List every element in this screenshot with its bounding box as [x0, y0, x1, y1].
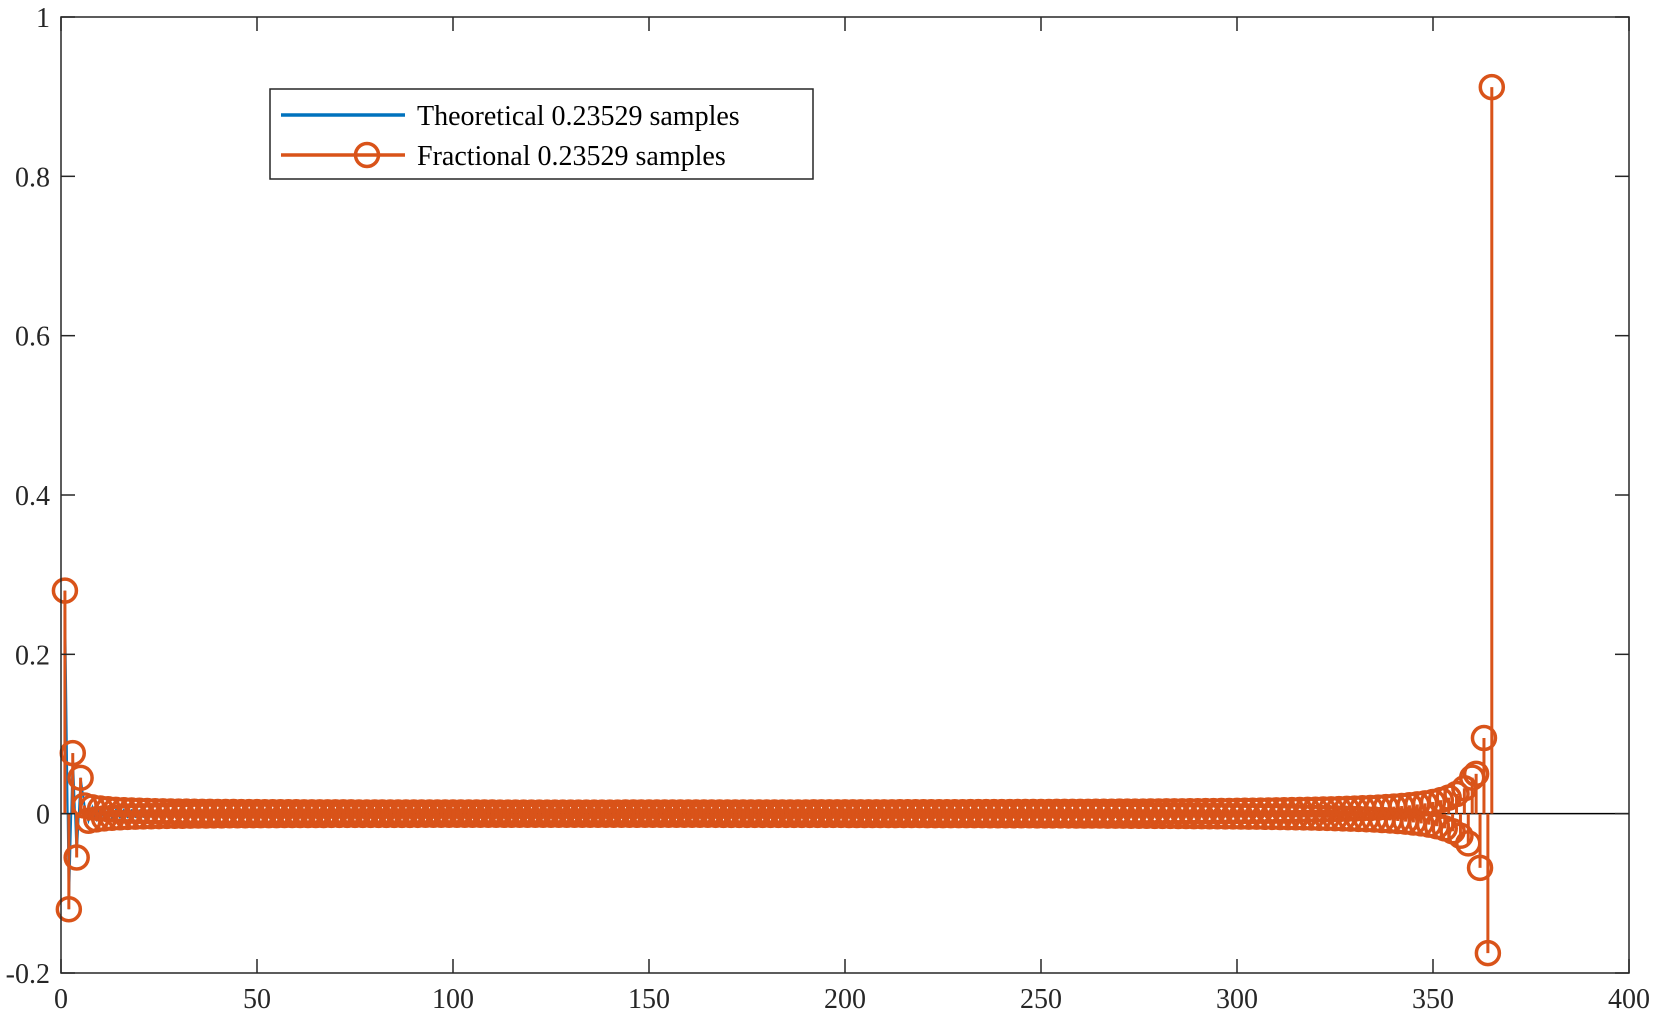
stem-marker: [1462, 760, 1490, 788]
x-tick-label: 150: [628, 984, 670, 1015]
stem-marker: [1466, 854, 1494, 882]
fractional-markers: [51, 73, 1506, 967]
stem-marker: [51, 577, 79, 604]
y-tick-label: 0.6: [15, 322, 50, 353]
x-tick-label: 250: [1020, 984, 1062, 1015]
stem-marker: [1470, 724, 1498, 752]
stem-marker: [1478, 73, 1506, 101]
stem-marker: [1474, 939, 1502, 967]
stem-marker: [1455, 830, 1482, 857]
stem-marker: [1458, 764, 1486, 791]
y-tick-label: 1: [36, 3, 50, 34]
x-tick-label: 300: [1216, 984, 1258, 1015]
x-axis-ticks: 0 50 100 150 200 250 300 350 400: [54, 17, 1650, 1015]
stem-marker: [1447, 822, 1474, 850]
y-tick-label: 0.8: [15, 162, 50, 193]
plot-area: [51, 73, 1629, 967]
stem-marker: [63, 844, 90, 871]
y-tick-label: -0.2: [6, 959, 50, 990]
legend-fractional-label: Fractional 0.23529 samples: [417, 141, 726, 172]
x-tick-label: 0: [54, 984, 68, 1015]
y-axis-ticks: -0.2 0 0.2 0.4 0.6 0.8 1: [6, 3, 1629, 990]
x-tick-label: 350: [1412, 984, 1454, 1015]
x-tick-label: 400: [1608, 984, 1650, 1015]
x-tick-label: 50: [243, 984, 271, 1015]
legend-theoretical-label: Theoretical 0.23529 samples: [417, 101, 740, 132]
stem-marker: [67, 764, 94, 792]
y-tick-label: 0: [36, 800, 50, 831]
x-tick-label: 100: [432, 984, 474, 1015]
y-tick-label: 0.2: [15, 640, 50, 671]
stem-marker: [55, 896, 83, 923]
x-tick-label: 200: [824, 984, 866, 1015]
y-tick-label: 0.4: [15, 481, 50, 512]
stem-marker: [1443, 780, 1470, 808]
legend: Theoretical 0.23529 samples Fractional 0…: [269, 88, 814, 180]
legend-fractional-marker: [353, 141, 381, 169]
